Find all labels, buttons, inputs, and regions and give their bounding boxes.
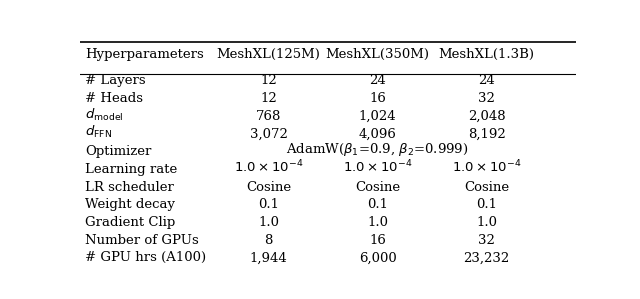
Text: 8,192: 8,192 [468,127,506,140]
Text: MeshXL(1.3B): MeshXL(1.3B) [439,48,535,61]
Text: 24: 24 [369,74,386,87]
Text: # Heads: # Heads [85,92,143,105]
Text: 1.0: 1.0 [367,216,388,229]
Text: MeshXL(125M): MeshXL(125M) [216,48,321,61]
Text: 1.0: 1.0 [258,216,279,229]
Text: Gradient Clip: Gradient Clip [85,216,175,229]
Text: 8: 8 [264,234,273,247]
Text: 768: 768 [256,110,281,123]
Text: 3,072: 3,072 [250,127,287,140]
Text: # Layers: # Layers [85,74,145,87]
Text: Number of GPUs: Number of GPUs [85,234,198,247]
Text: 0.1: 0.1 [476,198,497,211]
Text: 16: 16 [369,92,386,105]
Text: 2,048: 2,048 [468,110,506,123]
Text: 12: 12 [260,92,277,105]
Text: $d_{\mathrm{FFN}}$: $d_{\mathrm{FFN}}$ [85,124,112,140]
Text: MeshXL(350M): MeshXL(350M) [326,48,429,61]
Text: 16: 16 [369,234,386,247]
Text: 24: 24 [478,74,495,87]
Text: 6,000: 6,000 [359,251,396,264]
Text: $1.0 \times 10^{-4}$: $1.0 \times 10^{-4}$ [234,159,303,176]
Text: $1.0 \times 10^{-4}$: $1.0 \times 10^{-4}$ [343,159,412,176]
Text: Cosine: Cosine [355,181,400,193]
Text: # GPU hrs (A100): # GPU hrs (A100) [85,251,206,264]
Text: LR scheduler: LR scheduler [85,181,174,193]
Text: 1.0: 1.0 [476,216,497,229]
Text: Learning rate: Learning rate [85,163,177,176]
Text: 0.1: 0.1 [367,198,388,211]
Text: Weight decay: Weight decay [85,198,175,211]
Text: AdamW($\beta_1$=0.9, $\beta_2$=0.999): AdamW($\beta_1$=0.9, $\beta_2$=0.999) [286,141,469,158]
Text: 32: 32 [478,234,495,247]
Text: Cosine: Cosine [246,181,291,193]
Text: 1,944: 1,944 [250,251,287,264]
Text: 12: 12 [260,74,277,87]
Text: Cosine: Cosine [464,181,509,193]
Text: 1,024: 1,024 [359,110,396,123]
Text: Hyperparameters: Hyperparameters [85,48,204,61]
Text: Optimizer: Optimizer [85,145,151,158]
Text: 4,096: 4,096 [358,127,397,140]
Text: $1.0 \times 10^{-4}$: $1.0 \times 10^{-4}$ [452,159,522,176]
Text: 23,232: 23,232 [463,251,510,264]
Text: $d_{\mathrm{model}}$: $d_{\mathrm{model}}$ [85,106,124,123]
Text: 32: 32 [478,92,495,105]
Text: 0.1: 0.1 [258,198,279,211]
